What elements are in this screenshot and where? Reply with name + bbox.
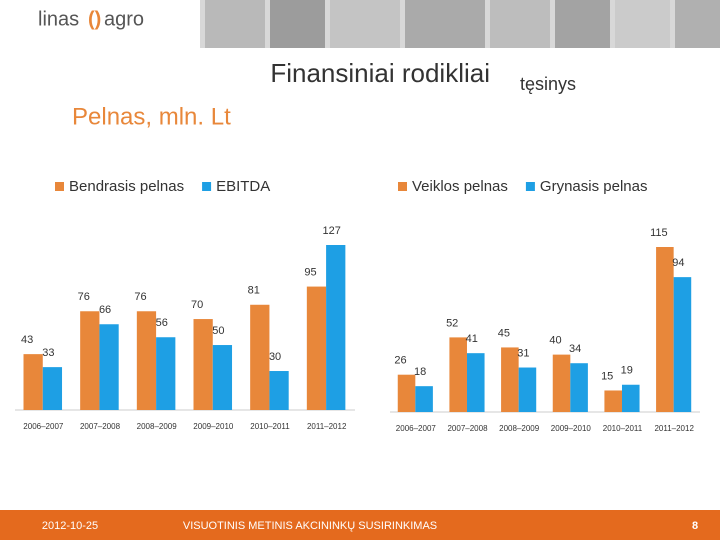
legend-swatch bbox=[202, 182, 212, 191]
header-photos bbox=[200, 0, 720, 48]
bar bbox=[501, 347, 519, 412]
value-label: 115 bbox=[650, 227, 668, 239]
bar bbox=[269, 371, 289, 410]
bar bbox=[326, 245, 346, 410]
slide-title: Finansiniai rodikliai bbox=[270, 58, 490, 88]
logo-text: agro bbox=[104, 8, 144, 30]
bar bbox=[80, 311, 100, 410]
value-label: 95 bbox=[304, 266, 316, 278]
x-tick-label: 2010–2011 bbox=[603, 424, 643, 433]
value-label: 34 bbox=[569, 343, 581, 355]
value-label: 18 bbox=[414, 366, 426, 378]
footer-event: VISUOTINIS METINIS AKCININKŲ SUSIRINKIMA… bbox=[183, 520, 437, 532]
x-tick-label: 2009–2010 bbox=[193, 422, 234, 431]
bar bbox=[42, 367, 63, 410]
legend-swatch bbox=[55, 182, 64, 191]
page-number: 8 bbox=[692, 520, 698, 532]
value-label: 43 bbox=[21, 334, 33, 346]
x-tick-label: 2008–2009 bbox=[499, 424, 540, 433]
bar bbox=[306, 286, 327, 410]
value-label: 81 bbox=[248, 285, 260, 297]
value-label: 76 bbox=[134, 291, 146, 303]
bar bbox=[212, 345, 233, 410]
bar bbox=[415, 386, 433, 412]
value-label: 56 bbox=[156, 317, 168, 329]
value-label: 30 bbox=[269, 351, 281, 363]
value-label: 33 bbox=[42, 347, 54, 359]
x-tick-label: 2007–2008 bbox=[447, 424, 488, 433]
logo-mark: () bbox=[88, 8, 101, 30]
legend-swatch bbox=[525, 182, 535, 191]
subtitle: Pelnas, mln. Lt bbox=[72, 103, 231, 130]
legend-label: Grynasis pelnas bbox=[540, 178, 648, 195]
footer-bar bbox=[0, 510, 720, 540]
bar bbox=[518, 367, 537, 412]
bar bbox=[449, 337, 467, 412]
bar bbox=[656, 247, 674, 412]
value-label: 26 bbox=[394, 355, 406, 367]
legend-label: EBITDA bbox=[216, 178, 270, 195]
bar bbox=[250, 304, 270, 410]
logo-text: linas bbox=[38, 8, 79, 30]
value-label: 15 bbox=[601, 370, 613, 382]
bar bbox=[552, 354, 571, 412]
x-tick-label: 2011–2012 bbox=[307, 422, 347, 431]
x-tick-label: 2006–2007 bbox=[23, 422, 64, 431]
x-tick-label: 2010–2011 bbox=[250, 422, 290, 431]
continuation: tęsinys bbox=[520, 74, 576, 94]
value-label: 41 bbox=[466, 333, 478, 345]
value-label: 52 bbox=[446, 317, 458, 329]
value-label: 19 bbox=[621, 365, 633, 377]
legend-label: Bendrasis pelnas bbox=[69, 178, 184, 195]
x-tick-label: 2007–2008 bbox=[80, 422, 121, 431]
value-label: 76 bbox=[78, 291, 90, 303]
x-tick-label: 2006–2007 bbox=[396, 424, 437, 433]
footer-date: 2012-10-25 bbox=[42, 520, 98, 532]
value-label: 31 bbox=[517, 347, 529, 359]
value-label: 40 bbox=[549, 335, 561, 347]
bar bbox=[99, 324, 119, 410]
value-label: 70 bbox=[191, 299, 203, 311]
bar bbox=[156, 337, 176, 410]
legend-label: Veiklos pelnas bbox=[412, 178, 508, 195]
bar bbox=[621, 384, 640, 412]
bar bbox=[193, 319, 213, 410]
value-label: 45 bbox=[498, 327, 510, 339]
value-label: 66 bbox=[99, 304, 111, 316]
bar bbox=[570, 363, 588, 412]
bar bbox=[466, 353, 485, 412]
value-label: 94 bbox=[672, 257, 684, 269]
bar bbox=[604, 390, 622, 412]
bar bbox=[397, 374, 416, 412]
value-label: 50 bbox=[212, 325, 224, 337]
x-tick-label: 2009–2010 bbox=[551, 424, 592, 433]
legend-swatch bbox=[398, 182, 407, 191]
value-label: 127 bbox=[323, 225, 341, 237]
bar bbox=[136, 311, 157, 410]
x-tick-label: 2011–2012 bbox=[654, 424, 694, 433]
bar bbox=[673, 277, 692, 412]
x-tick-label: 2008–2009 bbox=[137, 422, 178, 431]
bar bbox=[23, 354, 43, 410]
